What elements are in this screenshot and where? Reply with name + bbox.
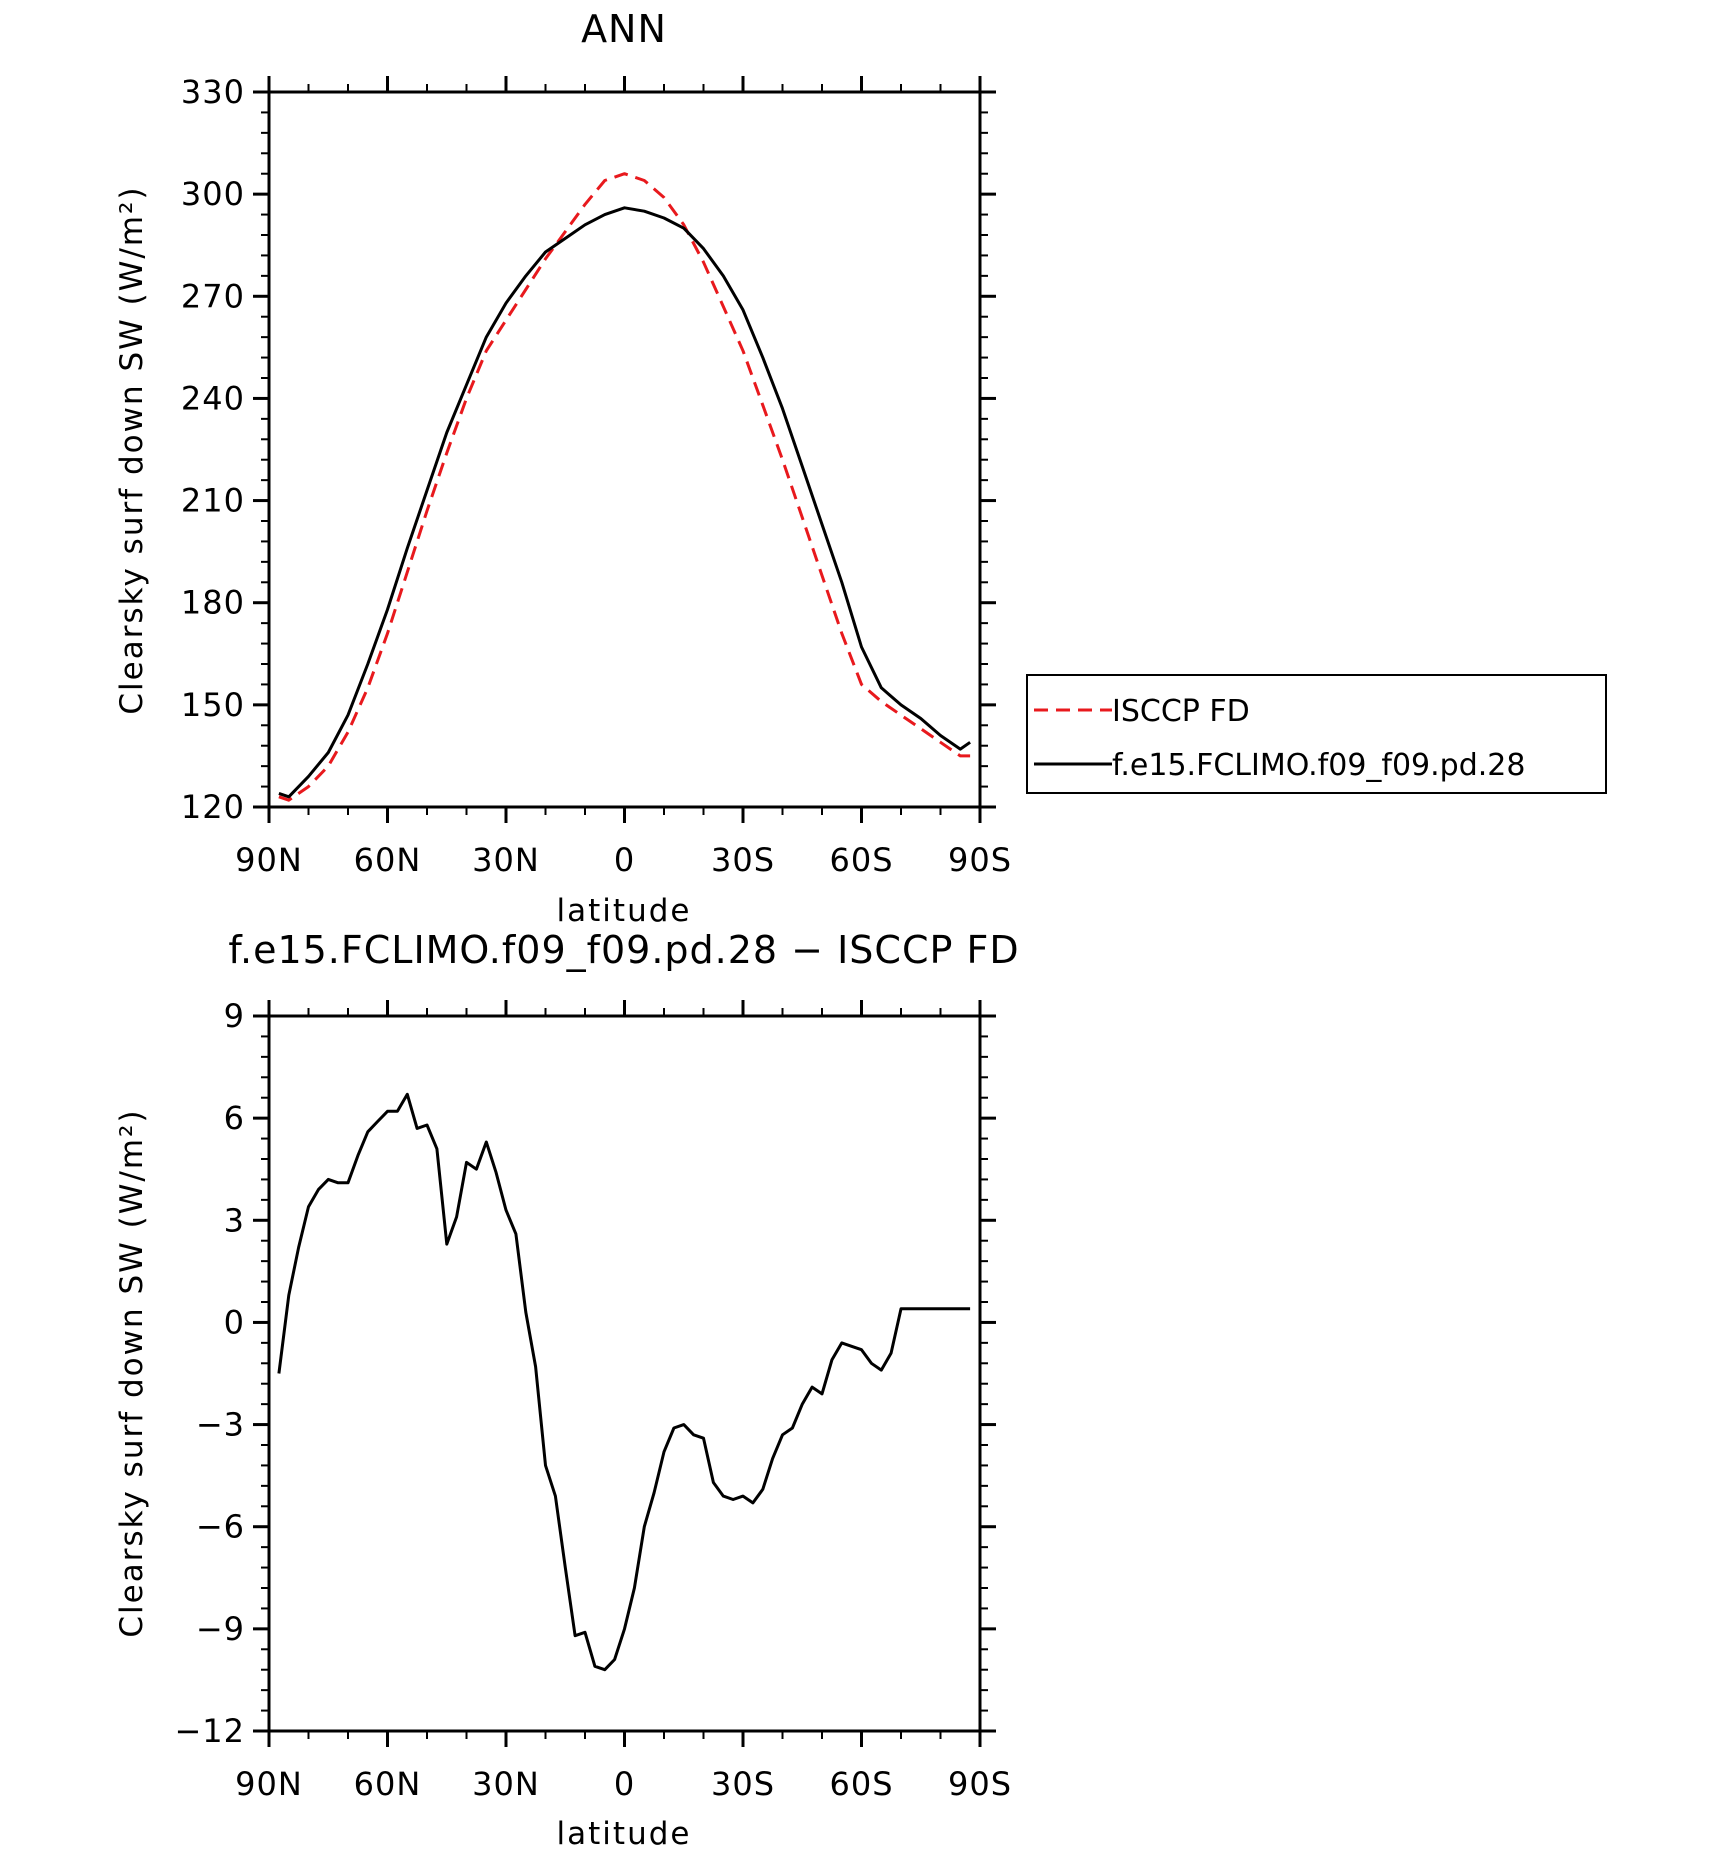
x-tick-label: 30S [711, 841, 775, 879]
y-tick-label: 150 [181, 686, 245, 724]
top-series-lines [278, 172, 971, 802]
y-tick-label: 240 [181, 379, 245, 417]
isccp-fd-line [278, 172, 971, 802]
y-tick-label: 300 [181, 175, 245, 213]
legend-label-isccp: ISCCP FD [1112, 694, 1250, 729]
y-tick-label: 0 [224, 1303, 245, 1341]
bottom-y-axis-ticks: −12 −9 −6 −3 0 3 6 9 [174, 997, 996, 1750]
x-tick-label: 90N [235, 841, 303, 879]
top-x-axis-label: latitude [557, 893, 692, 929]
y-tick-label: 210 [181, 482, 245, 520]
x-tick-label: 0 [614, 841, 635, 879]
y-tick-label: 3 [224, 1201, 245, 1239]
y-tick-label: 270 [181, 277, 245, 315]
x-tick-label: 60S [829, 841, 893, 879]
top-y-axis-label: Clearsky surf down SW (W/m²) [114, 185, 150, 714]
x-tick-label: 30N [472, 841, 540, 879]
bottom-x-axis-ticks: 90N 60N 30N 0 30S 60S 90S [235, 1000, 1012, 1803]
y-tick-label: −9 [196, 1610, 245, 1648]
y-tick-label: −6 [196, 1508, 245, 1546]
x-tick-label: 0 [614, 1765, 635, 1803]
legend-label-model: f.e15.FCLIMO.f09_f09.pd.28 [1112, 748, 1525, 783]
y-tick-label: 9 [224, 997, 245, 1035]
bottom-chart-title: f.e15.FCLIMO.f09_f09.pd.28 − ISCCP FD [228, 928, 1019, 972]
legend-box [1026, 674, 1607, 794]
bottom-x-axis-label: latitude [557, 1816, 692, 1850]
x-tick-label: 90N [235, 1765, 303, 1803]
x-tick-label: 90S [948, 841, 1012, 879]
y-tick-label: −12 [174, 1712, 245, 1750]
x-tick-label: 60S [829, 1765, 893, 1803]
x-tick-label: 60N [354, 841, 422, 879]
x-tick-label: 90S [948, 1765, 1012, 1803]
y-tick-label: 330 [181, 73, 245, 111]
x-tick-label: 30N [472, 1765, 540, 1803]
x-tick-label: 30S [711, 1765, 775, 1803]
annual-mean-panel: ANN 120 150 180 210 240 270 300 330 90N 60N 30N 0 3… [114, 7, 1012, 929]
legend: ISCCP FD f.e15.FCLIMO.f09_f09.pd.28 [1026, 674, 1607, 794]
y-tick-label: 180 [181, 584, 245, 622]
top-plot-frame [267, 90, 982, 809]
difference-line [277, 1092, 971, 1672]
y-tick-label: −3 [196, 1406, 245, 1444]
difference-panel: f.e15.FCLIMO.f09_f09.pd.28 − ISCCP FD −1… [114, 928, 1019, 1850]
x-tick-label: 60N [354, 1765, 422, 1803]
top-y-axis-ticks: 120 150 180 210 240 270 300 330 [181, 73, 996, 826]
bottom-y-axis-label: Clearsky surf down SW (W/m²) [114, 1108, 150, 1637]
top-chart-title: ANN [581, 7, 667, 51]
bottom-series-lines [277, 1092, 971, 1672]
y-tick-label: 120 [181, 788, 245, 826]
top-x-axis-ticks: 90N 60N 30N 0 30S 60S 90S [235, 76, 1012, 879]
y-tick-label: 6 [224, 1099, 245, 1137]
model-line [278, 206, 971, 799]
